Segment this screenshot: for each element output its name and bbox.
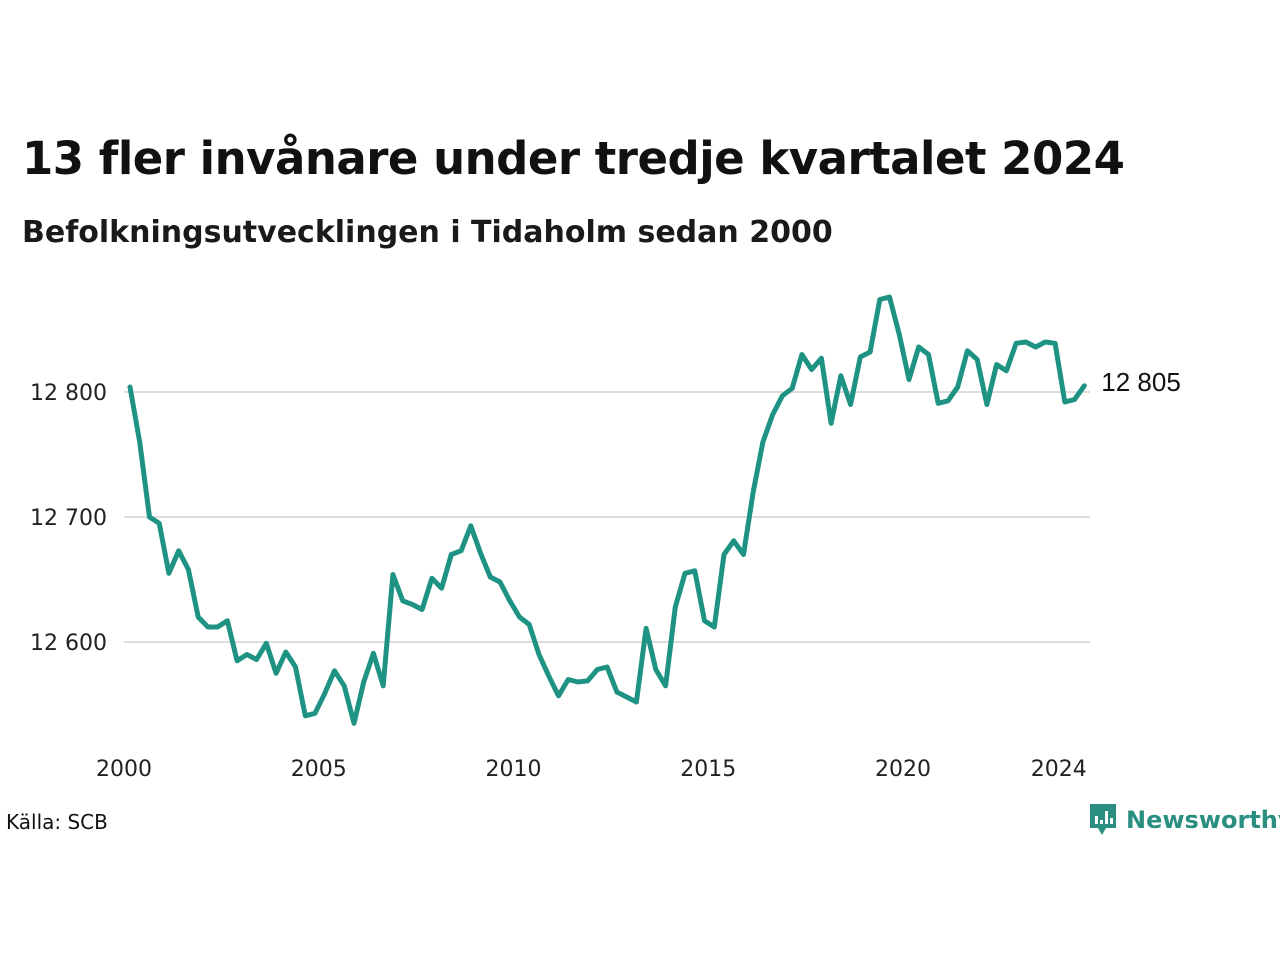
chart-subtitle: Befolkningsutvecklingen i Tidaholm sedan… — [22, 215, 833, 250]
newsworthy-bar-chart-icon — [1090, 804, 1116, 835]
grid-lines — [124, 391, 1090, 643]
end-value-label: 12 805 — [1101, 367, 1181, 397]
x-tick-label: 2024 — [1031, 757, 1087, 782]
y-tick-label: 12 800 — [30, 381, 107, 406]
x-tick-label: 2010 — [486, 757, 542, 782]
x-tick-label: 2000 — [96, 757, 152, 782]
x-tick-label: 2020 — [875, 757, 931, 782]
x-axis-ticks: 2000 2005 2010 2015 2020 2024 — [96, 757, 1087, 782]
brand-name: Newsworthy — [1126, 806, 1280, 834]
source-note: Källa: SCB — [6, 810, 108, 834]
y-tick-label: 12 700 — [30, 506, 107, 531]
data-labels: 12 805 — [1101, 367, 1181, 397]
x-tick-label: 2015 — [680, 757, 736, 782]
y-tick-label: 12 600 — [30, 631, 107, 656]
series — [127, 294, 1087, 726]
series-line — [127, 294, 1087, 726]
x-tick-label: 2005 — [291, 757, 347, 782]
y-axis-ticks: 12 600 12 700 12 800 — [30, 381, 107, 656]
chart-title: 13 fler invånare under tredje kvartalet … — [22, 132, 1125, 185]
brand[interactable]: Newsworthy — [1088, 802, 1280, 838]
